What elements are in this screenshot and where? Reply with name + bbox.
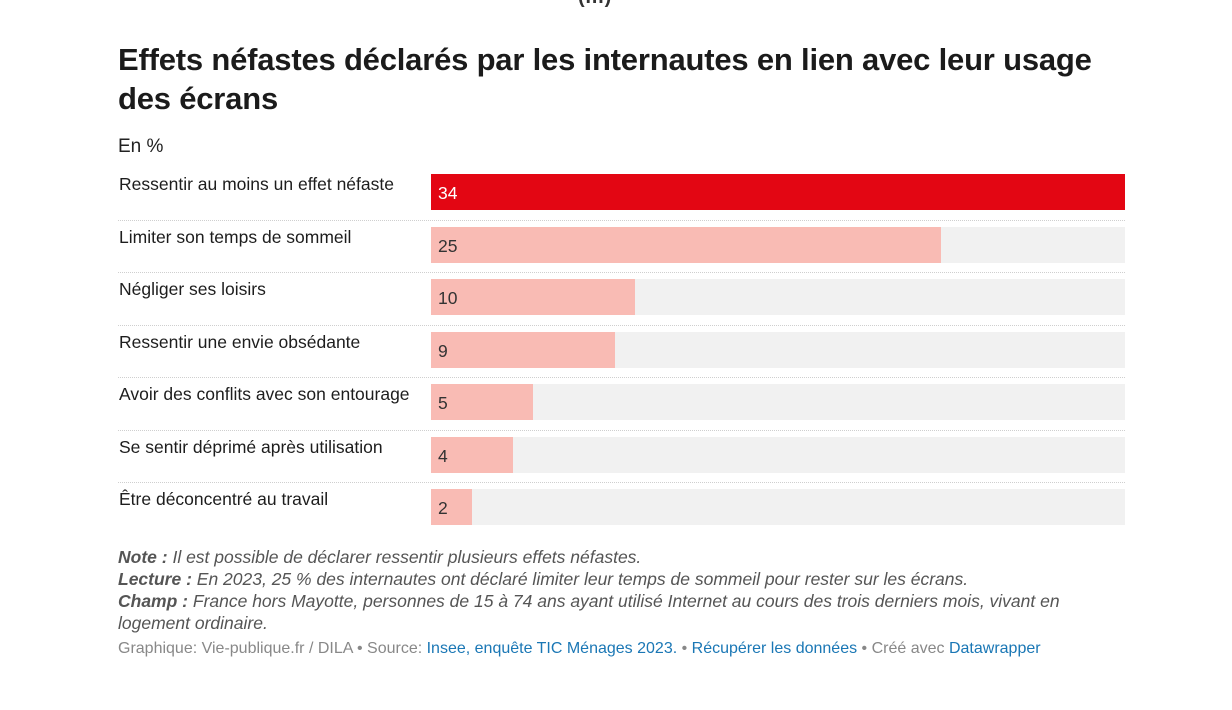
bar-track: 10 xyxy=(431,279,1125,315)
category-label: Avoir des conflits avec son entourage xyxy=(119,384,410,404)
bar-row: Se sentir déprimé après utilisation 4 xyxy=(118,431,1125,483)
category-label: Ressentir une envie obsédante xyxy=(119,331,361,352)
bar-row: Avoir des conflits avec son entourage 5 xyxy=(118,378,1125,431)
bar-track: 9 xyxy=(431,331,1125,368)
bar-track: 2 xyxy=(431,489,1125,525)
source-link[interactable]: Insee, enquête TIC Ménages 2023. xyxy=(426,640,678,657)
bar-rows: Ressentir au moins un effet néfaste 34 Lim… xyxy=(118,168,1125,535)
category-label: Être déconcentré au travail xyxy=(119,489,329,509)
chart-notes: Note : Il est possible de déclarer resse… xyxy=(118,546,1078,634)
bar xyxy=(431,226,942,263)
footer-graphic-credit: Graphique: Vie-publique.fr / DILA xyxy=(118,640,353,657)
bar-value-label: 5 xyxy=(438,393,448,413)
bar-track: 4 xyxy=(431,436,1125,473)
bar-row: Ressentir au moins un effet néfaste 34 xyxy=(118,168,1125,221)
bar-value-label: 10 xyxy=(438,288,458,308)
bar-value-label: 9 xyxy=(438,340,448,361)
category-label: Négliger ses loisirs xyxy=(119,279,266,299)
datawrapper-link[interactable]: Datawrapper xyxy=(948,640,1041,657)
chart-container: Effets néfastes déclarés par les interna… xyxy=(118,40,1125,535)
chart-footer: Graphique: Vie-publique.fr / DILA • Sour… xyxy=(118,640,1041,658)
lecture-label: Lecture : xyxy=(118,569,192,589)
bar-value-label: 2 xyxy=(438,498,448,518)
bar-row: Ressentir une envie obsédante 9 xyxy=(118,326,1125,378)
bar xyxy=(431,436,513,473)
bar-track: 25 xyxy=(431,226,1125,263)
bar xyxy=(431,279,636,315)
chart-title: Effets néfastes déclarés par les interna… xyxy=(118,42,1092,116)
download-data-link[interactable]: Récupérer les données xyxy=(691,640,858,657)
bar xyxy=(431,331,615,368)
bar-value-label: 4 xyxy=(438,445,448,466)
lecture-line: Lecture : En 2023, 25 % des internautes … xyxy=(118,568,1078,590)
bar xyxy=(431,174,1125,210)
footer-separator: • xyxy=(352,640,368,657)
bar xyxy=(431,489,472,525)
bar-value-label: 34 xyxy=(438,183,458,203)
footer-source-label: Source: xyxy=(367,640,427,657)
champ-label: Champ : xyxy=(118,591,188,611)
note-label: Note : xyxy=(118,547,168,567)
note-text: Il est possible de déclarer ressentir pl… xyxy=(172,547,642,567)
category-label: Ressentir au moins un effet néfaste xyxy=(119,174,394,194)
bar-value-label: 25 xyxy=(438,235,458,256)
footer-separator: • xyxy=(677,640,692,657)
bar-row: Limiter son temps de sommeil 25 xyxy=(118,221,1125,273)
bar-row: Négliger ses loisirs 10 xyxy=(118,273,1125,326)
chart-subtitle: En % xyxy=(118,136,164,157)
bar-track: 34 xyxy=(431,174,1125,210)
bar-track: 5 xyxy=(431,384,1125,420)
footer-separator: • xyxy=(857,640,872,657)
lecture-text: En 2023, 25 % des internautes ont déclar… xyxy=(196,569,969,589)
cropped-top-text: (…) xyxy=(578,0,611,9)
bar-row: Être déconcentré au travail 2 xyxy=(118,483,1125,535)
footer-made-with: Créé avec xyxy=(871,640,949,657)
bar xyxy=(431,384,534,420)
category-label: Limiter son temps de sommeil xyxy=(119,226,352,247)
champ-text: France hors Mayotte, personnes de 15 à 7… xyxy=(118,591,1060,633)
category-label: Se sentir déprimé après utilisation xyxy=(119,436,383,457)
champ-line: Champ : France hors Mayotte, personnes d… xyxy=(118,590,1078,634)
note-line: Note : Il est possible de déclarer resse… xyxy=(118,546,1078,568)
